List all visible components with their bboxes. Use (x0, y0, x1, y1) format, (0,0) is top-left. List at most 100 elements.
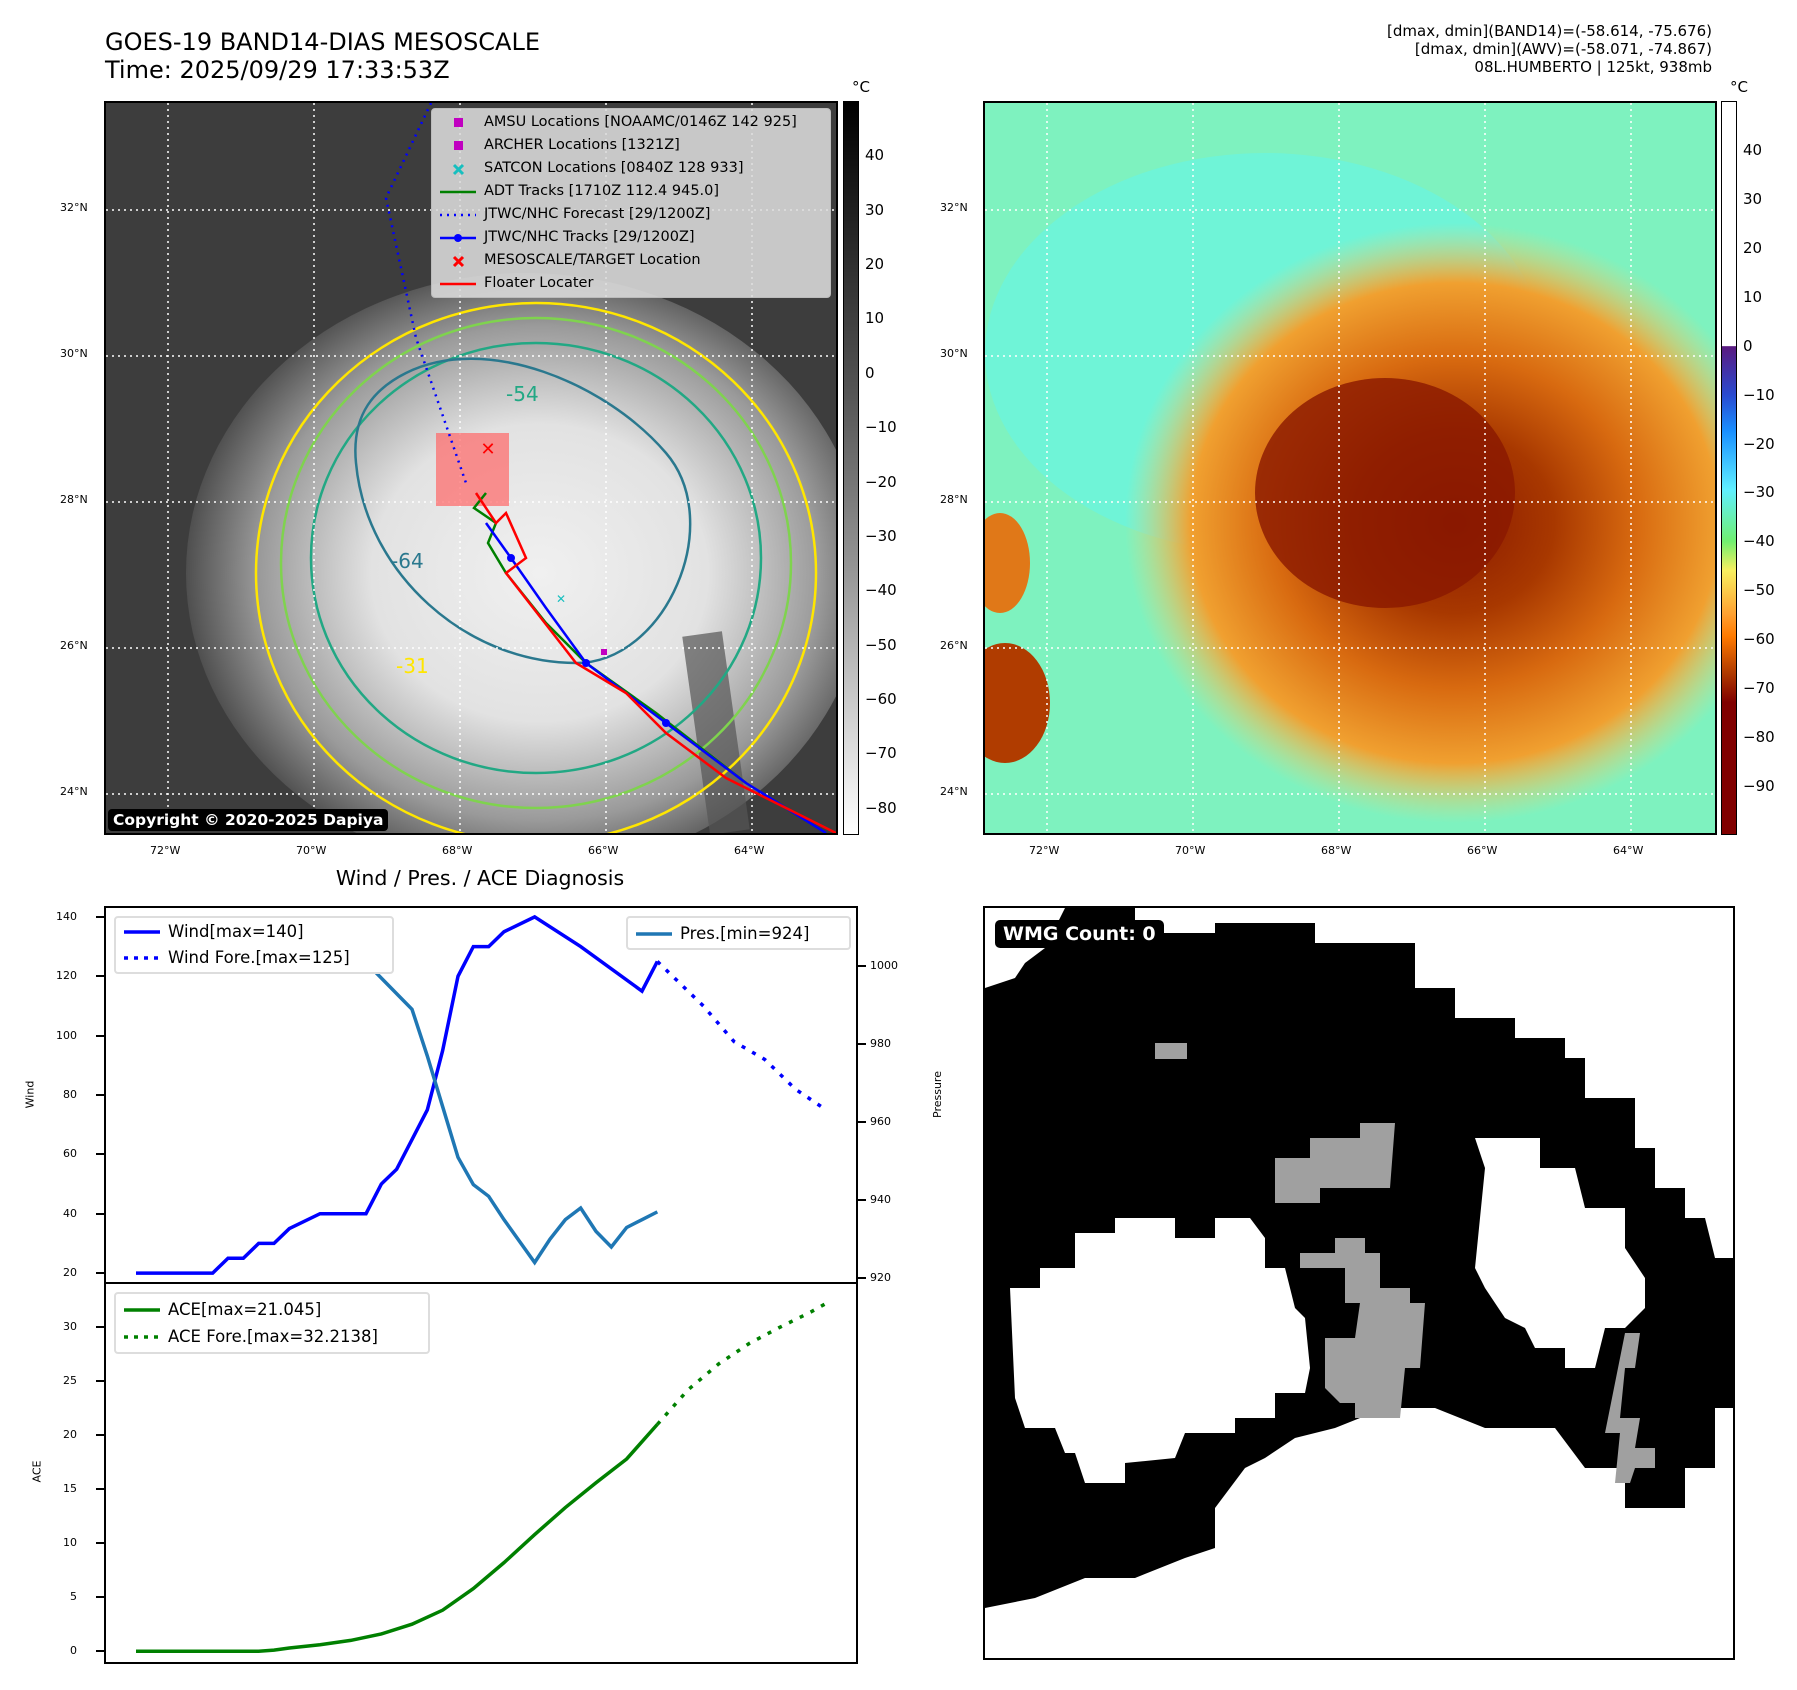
track-point (582, 659, 590, 667)
blue-line-icon (122, 920, 162, 943)
ace-series-line-1 (657, 1303, 826, 1424)
title-timestamp: Time: 2025/09/29 17:33:53Z (105, 56, 540, 84)
colorbar-tick-label: 40 (1743, 142, 1762, 158)
tick-mark (96, 1380, 104, 1382)
colorbar-tick-label: 0 (1743, 338, 1753, 354)
colorbar-unit: °C (1730, 78, 1748, 96)
lon-tick: 70°W (1175, 845, 1205, 857)
wind-tick-label: 140 (56, 911, 77, 923)
track-point (662, 719, 670, 727)
green-dotted-line-icon (122, 1325, 162, 1348)
red-line-icon (438, 272, 478, 295)
lon-tick: 72°W (150, 845, 180, 857)
ace-tick-label: 5 (70, 1591, 77, 1603)
green-line-icon (122, 1298, 162, 1321)
tick-mark (96, 916, 104, 918)
wind-tick-label: 20 (63, 1267, 77, 1279)
tick-mark (858, 1199, 866, 1201)
wmg-gray-patch (1155, 1043, 1187, 1059)
ace-series-line-0 (136, 1424, 657, 1651)
tick-mark (96, 1542, 104, 1544)
wmg-mask (985, 908, 1733, 1658)
colorbar-tick-label: 40 (865, 147, 884, 163)
lon-tick: 70°W (296, 845, 326, 857)
ace-tick-label: 15 (63, 1483, 77, 1495)
tick-mark (96, 1213, 104, 1215)
wind-tick-label: 80 (63, 1089, 77, 1101)
cyan-x-icon (438, 157, 478, 180)
wind-pressure-panel: Wind[max=140] Wind Fore.[max=125] Pres.[… (104, 906, 858, 1284)
lat-tick: 24°N (940, 786, 968, 798)
lon-tick: 66°W (1467, 845, 1497, 857)
amsu-point (601, 649, 607, 655)
lon-tick: 68°W (1321, 845, 1351, 857)
lon-tick: 64°W (1613, 845, 1643, 857)
lat-tick: 28°N (940, 494, 968, 506)
title-line-1: GOES-19 BAND14-DIAS MESOSCALE (105, 28, 540, 56)
colorbar-tick-label: 10 (1743, 289, 1762, 305)
wmg-count-badge: WMG Count: 0 (995, 920, 1164, 948)
mesoscale-target-marker: ✕ (480, 439, 495, 460)
colorbar-tick-label: −50 (1743, 582, 1775, 598)
series-line-2 (136, 924, 657, 1263)
colorbar-tick-label: 20 (1743, 240, 1762, 256)
tick-mark (858, 1121, 866, 1123)
lon-tick: 66°W (588, 845, 618, 857)
lon-tick: 68°W (442, 845, 472, 857)
colorbar-tick-label: −60 (1743, 631, 1775, 647)
colorbar-tick-label: −60 (865, 691, 897, 707)
lat-tick: 30°N (60, 348, 88, 360)
ace-panel: ACE[max=21.045] ACE Fore.[max=32.2138] (104, 1282, 858, 1664)
ace-axis-label: ACE (30, 1461, 43, 1483)
contour-label-31: -31 (396, 654, 429, 678)
info-band14-range: [dmax, dmin](BAND14)=(-58.614, -75.676) (1387, 22, 1712, 40)
lat-tick: 24°N (60, 786, 88, 798)
pressure-axis-label: Pressure (931, 1071, 944, 1118)
pressure-tick-label: 940 (870, 1194, 891, 1206)
tick-mark (858, 1277, 866, 1279)
tick-mark (96, 1094, 104, 1096)
tick-mark (96, 1434, 104, 1436)
colorbar-tick-label: −80 (865, 800, 897, 816)
wind-tick-label: 120 (56, 970, 77, 982)
info-storm-summary: 08L.HUMBERTO | 125kt, 938mb (1387, 58, 1712, 76)
red-x-icon (438, 249, 478, 272)
lat-tick: 32°N (940, 202, 968, 214)
wind-tick-label: 60 (63, 1148, 77, 1160)
ace-tick-label: 25 (63, 1375, 77, 1387)
colorbar-tick-label: −30 (865, 528, 897, 544)
contour-label-54: -54 (506, 382, 539, 406)
enhanced-ir-map-panel (983, 101, 1717, 835)
colorbar-tick-label: −30 (1743, 484, 1775, 500)
info-awv-range: [dmax, dmin](AWV)=(-58.071, -74.867) (1387, 40, 1712, 58)
colorbar-tick-label: −70 (1743, 680, 1775, 696)
blue-dotted-line-icon (438, 203, 478, 226)
tick-mark (858, 965, 866, 967)
map-legend: AMSU Locations [NOAAMC/0146Z 142 925] AR… (431, 108, 831, 298)
blue-dotted-line-icon (122, 946, 162, 969)
pressure-tick-label: 980 (870, 1038, 891, 1050)
copyright-badge: Copyright © 2020-2025 Dapiya (108, 809, 388, 831)
colorbar-tick-label: 0 (865, 365, 875, 381)
colorbar-tick-label: −20 (865, 474, 897, 490)
contour-label-64: -64 (391, 549, 424, 573)
ace-tick-label: 30 (63, 1321, 77, 1333)
colorbar-tick-label: 30 (1743, 191, 1762, 207)
wind-axis-label: Wind (23, 1081, 36, 1109)
wind-tick-label: 40 (63, 1208, 77, 1220)
wind-legend: Wind[max=140] Wind Fore.[max=125] (114, 916, 394, 974)
storm-info: [dmax, dmin](BAND14)=(-58.614, -75.676)[… (1387, 22, 1712, 76)
pressure-tick-label: 960 (870, 1116, 891, 1128)
colorbar-tick-label: −10 (865, 419, 897, 435)
lat-tick: 32°N (60, 202, 88, 214)
ir-map-panel: -64 -54 -31 ✕ ✕ AMSU Locations [NOAAMC/0… (104, 101, 838, 835)
colorbar-unit: °C (852, 78, 870, 96)
colorbar-tick-label: −80 (1743, 729, 1775, 745)
colorbar-tick-label: 10 (865, 310, 884, 326)
wind-tick-label: 100 (56, 1030, 77, 1042)
lat-tick: 26°N (940, 640, 968, 652)
tick-mark (96, 1650, 104, 1652)
colorbar-tick-label: −70 (865, 745, 897, 761)
pressure-tick-label: 1000 (870, 960, 898, 972)
colorbar-tick-label: 30 (865, 202, 884, 218)
